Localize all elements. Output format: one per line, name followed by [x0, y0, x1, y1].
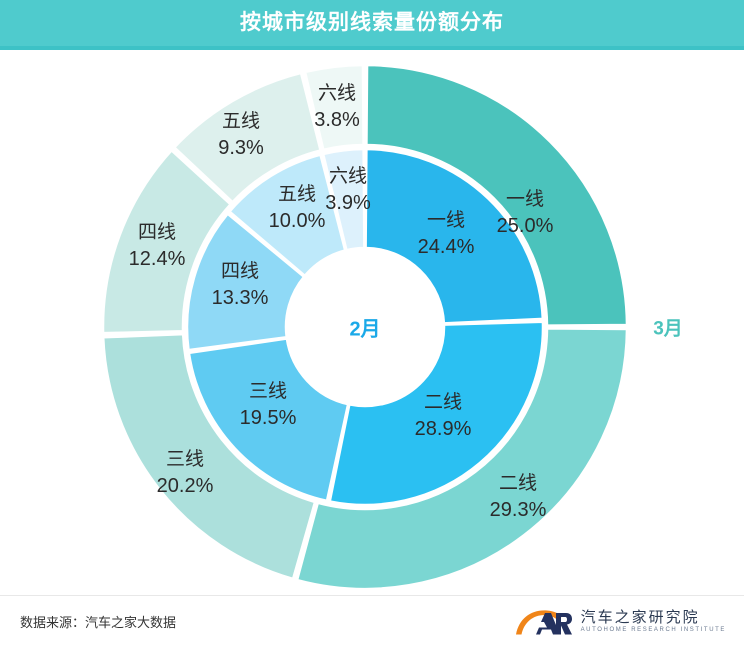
- footer-divider: [0, 595, 744, 596]
- inner-ring-2019-02: [185, 147, 545, 507]
- autohome-research-logo: 汽车之家研究院 AUTOHOME RESEARCH INSTITUTE: [514, 603, 726, 641]
- donut-chart-svg: [101, 63, 629, 591]
- segment-3月-四线[interactable]: [101, 148, 233, 335]
- logo-english-name: AUTOHOME RESEARCH INSTITUTE: [580, 627, 726, 633]
- segment-2月-一线[interactable]: [364, 147, 545, 325]
- segment-3月-五线[interactable]: [172, 71, 323, 204]
- donut-center-hole: [286, 248, 444, 406]
- donut-chart: 一线 25.0% 二线 29.3% 三线 20.2% 四线 12.4% 五线 9.3% 六线 3.8%…: [0, 50, 744, 595]
- inner-ring-tag: 2月: [349, 318, 381, 341]
- chart-footer: 数据来源：汽车之家大数据 汽车之家研究院 AUTOHOME RESEARCH I…: [0, 595, 744, 649]
- outer-ring-tag: 3月: [653, 318, 683, 340]
- segment-3月-六线[interactable]: [303, 63, 365, 152]
- segment-3月-一线[interactable]: [365, 63, 629, 327]
- outer-ring-2019-03: [101, 63, 629, 591]
- data-source-text: 数据来源：汽车之家大数据: [20, 615, 177, 630]
- header-underline: [0, 46, 744, 50]
- logo-chinese-name: 汽车之家研究院: [580, 609, 700, 626]
- segment-3月-二线[interactable]: [295, 327, 629, 591]
- page-title: 按城市级别线索量份额分布: [240, 11, 504, 34]
- logo-text-block: 汽车之家研究院 AUTOHOME RESEARCH INSTITUTE: [581, 609, 726, 635]
- ar-logo-icon: [515, 610, 572, 635]
- segment-3月-三线[interactable]: [101, 332, 317, 581]
- chart-header: 按城市级别线索量份额分布: [0, 0, 744, 46]
